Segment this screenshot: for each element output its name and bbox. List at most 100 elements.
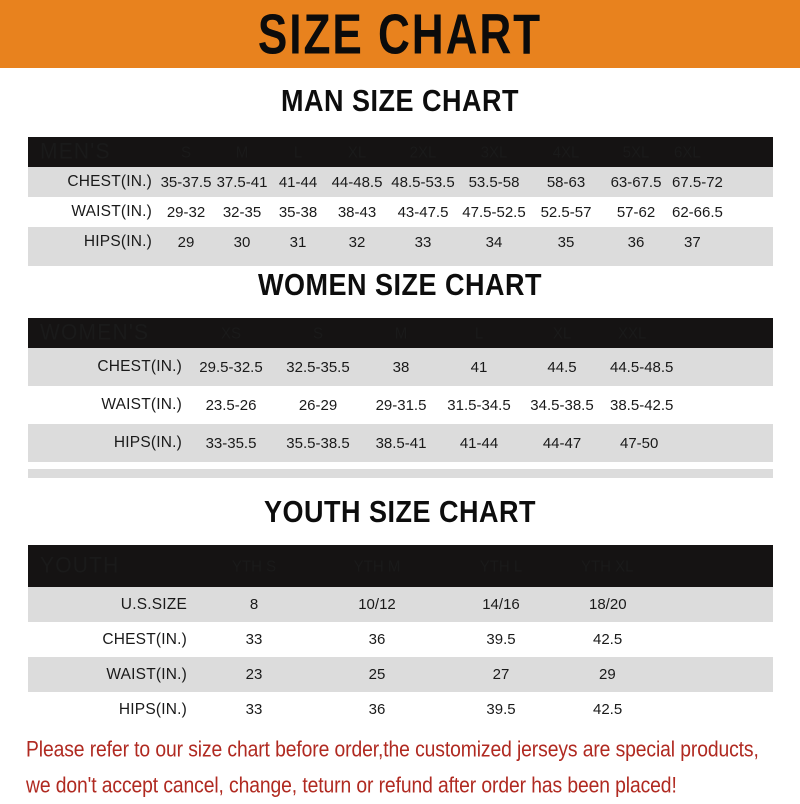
table-cell: 36 (368, 631, 386, 648)
youth-size-table: YOUTH YTH S YTH M YTH L YTH XL U.S.SIZE … (28, 545, 773, 727)
table-row: WAIST(IN.) 23.5-26 26-29 29-31.5 31.5-34… (28, 386, 773, 424)
table-cell: 29.5-32.5 (199, 358, 263, 376)
table-row: CHEST(IN.) 35-37.5 37.5-41 41-44 44-48.5… (28, 167, 773, 197)
table-cell: 38 (392, 358, 410, 376)
table-cell: 47.5-52.5 (462, 203, 526, 221)
table-cell: 67.5-72 (672, 173, 723, 191)
table-cell: 63-67.5 (610, 173, 662, 191)
women-size-header-l: L (474, 324, 484, 342)
table-cell: 52.5-57 (540, 203, 592, 221)
table-cell: 38.5-42.5 (610, 396, 674, 414)
men-size-header-m: M (235, 143, 249, 161)
table-cell: 26-29 (298, 396, 338, 414)
table-cell: 42.5 (593, 631, 623, 648)
women-row-label-hips: HIPS(IN.) (113, 434, 182, 451)
men-size-header-2xl: 2XL (409, 143, 437, 161)
women-size-header-xs: XS (220, 324, 241, 342)
table-cell: 34.5-38.5 (530, 396, 594, 414)
table-cell: 35 (557, 233, 575, 251)
table-cell: 44.5-48.5 (610, 358, 674, 376)
women-size-header-s: S (312, 324, 323, 342)
table-cell: 58-63 (546, 173, 586, 191)
men-size-header-3xl: 3XL (480, 143, 508, 161)
youth-size-header-m: YTH M (353, 557, 401, 575)
table-cell: 44-48.5 (331, 173, 383, 191)
table-cell: 33 (414, 233, 432, 251)
men-row-label-chest: CHEST(IN.) (67, 173, 152, 190)
table-cell: 33-35.5 (205, 434, 257, 452)
table-cell: 62-66.5 (672, 203, 723, 221)
table-row: CHEST(IN.) 29.5-32.5 32.5-35.5 38 41 44.… (28, 348, 773, 386)
men-header-row: MEN'S S M L XL 2XL 3XL 4XL 5XL 6XL (28, 137, 773, 167)
table-cell: 38-43 (337, 203, 377, 221)
table-row: CHEST(IN.) 33 36 39.5 42.5 (28, 622, 773, 657)
women-size-header-xxl: XXL (618, 324, 647, 342)
table-cell: 32.5-35.5 (286, 358, 350, 376)
youth-size-header-l: YTH L (479, 557, 523, 575)
table-cell: 39.5 (486, 701, 516, 718)
table-cell: 29 (599, 666, 616, 683)
table-cell: 30 (233, 233, 251, 251)
women-section-title: WOMEN SIZE CHART (258, 268, 542, 302)
youth-header-row: YOUTH YTH S YTH M YTH L YTH XL (28, 545, 773, 587)
table-row: WAIST(IN.) 23 25 27 29 (28, 657, 773, 692)
women-table-footer-strip (28, 469, 773, 478)
table-cell: 8 (249, 596, 259, 613)
youth-section-title: YOUTH SIZE CHART (263, 495, 536, 529)
table-cell: 41-44 (459, 434, 499, 452)
table-cell: 31.5-34.5 (447, 396, 511, 414)
table-cell: 10/12 (358, 596, 396, 613)
men-category-label: MEN'S (40, 139, 111, 164)
table-cell: 53.5-58 (468, 173, 520, 191)
table-cell: 48.5-53.5 (391, 173, 455, 191)
order-notice: Please refer to our size chart before or… (26, 732, 770, 804)
table-cell: 38.5-41 (375, 434, 427, 452)
page-title: SIZE CHART (257, 2, 543, 66)
table-row: HIPS(IN.) 29 30 31 32 33 34 35 36 37 (28, 227, 773, 257)
table-cell: 42.5 (593, 701, 623, 718)
women-row-label-chest: CHEST(IN.) (97, 358, 182, 375)
table-cell: 39.5 (486, 631, 516, 648)
table-cell: 57-62 (616, 203, 656, 221)
youth-category-label: YOUTH (40, 553, 120, 578)
table-cell: 23 (245, 666, 263, 683)
table-cell: 35-38 (278, 203, 318, 221)
table-cell: 36 (627, 233, 645, 251)
table-row: WAIST(IN.) 29-32 32-35 35-38 38-43 43-47… (28, 197, 773, 227)
women-size-table: WOMEN'S XS S M L XL XXL CHEST(IN.) 29.5-… (28, 318, 773, 462)
women-category-label: WOMEN'S (40, 320, 150, 345)
table-row: HIPS(IN.) 33-35.5 35.5-38.5 38.5-41 41-4… (28, 424, 773, 462)
table-cell: 31 (289, 233, 307, 251)
women-size-header-m: M (394, 324, 408, 342)
table-cell: 35.5-38.5 (286, 434, 350, 452)
men-size-header-6xl: 6XL (674, 143, 701, 161)
table-cell: 37.5-41 (216, 173, 268, 191)
women-size-header-xl: XL (552, 324, 572, 342)
table-cell: 33 (245, 631, 263, 648)
table-cell: 14/16 (482, 596, 520, 613)
table-row: HIPS(IN.) 33 36 39.5 42.5 (28, 692, 773, 727)
table-cell: 43-47.5 (397, 203, 449, 221)
men-size-header-5xl: 5XL (622, 143, 650, 161)
order-notice-line-1: Please refer to our size chart before or… (26, 737, 759, 763)
table-cell: 41-44 (278, 173, 318, 191)
youth-size-header-s: YTH S (231, 557, 277, 575)
table-cell: 27 (492, 666, 510, 683)
men-size-header-4xl: 4XL (552, 143, 580, 161)
table-cell: 29-32 (166, 203, 206, 221)
table-cell: 41 (470, 358, 488, 376)
table-cell: 44.5 (547, 358, 577, 376)
table-cell: 37 (684, 233, 701, 251)
youth-row-label-us-size: U.S.SIZE (120, 595, 187, 613)
table-row: U.S.SIZE 8 10/12 14/16 18/20 (28, 587, 773, 622)
men-table-footer-strip (28, 257, 773, 266)
table-cell: 32-35 (222, 203, 262, 221)
table-cell: 29 (177, 233, 195, 251)
table-cell: 33 (245, 701, 263, 718)
men-section-title: MAN SIZE CHART (281, 84, 519, 118)
men-row-label-waist: WAIST(IN.) (71, 203, 152, 220)
order-notice-line-2: we don't accept cancel, change, teturn o… (26, 773, 677, 799)
table-cell: 36 (368, 701, 386, 718)
table-cell: 25 (368, 666, 386, 683)
